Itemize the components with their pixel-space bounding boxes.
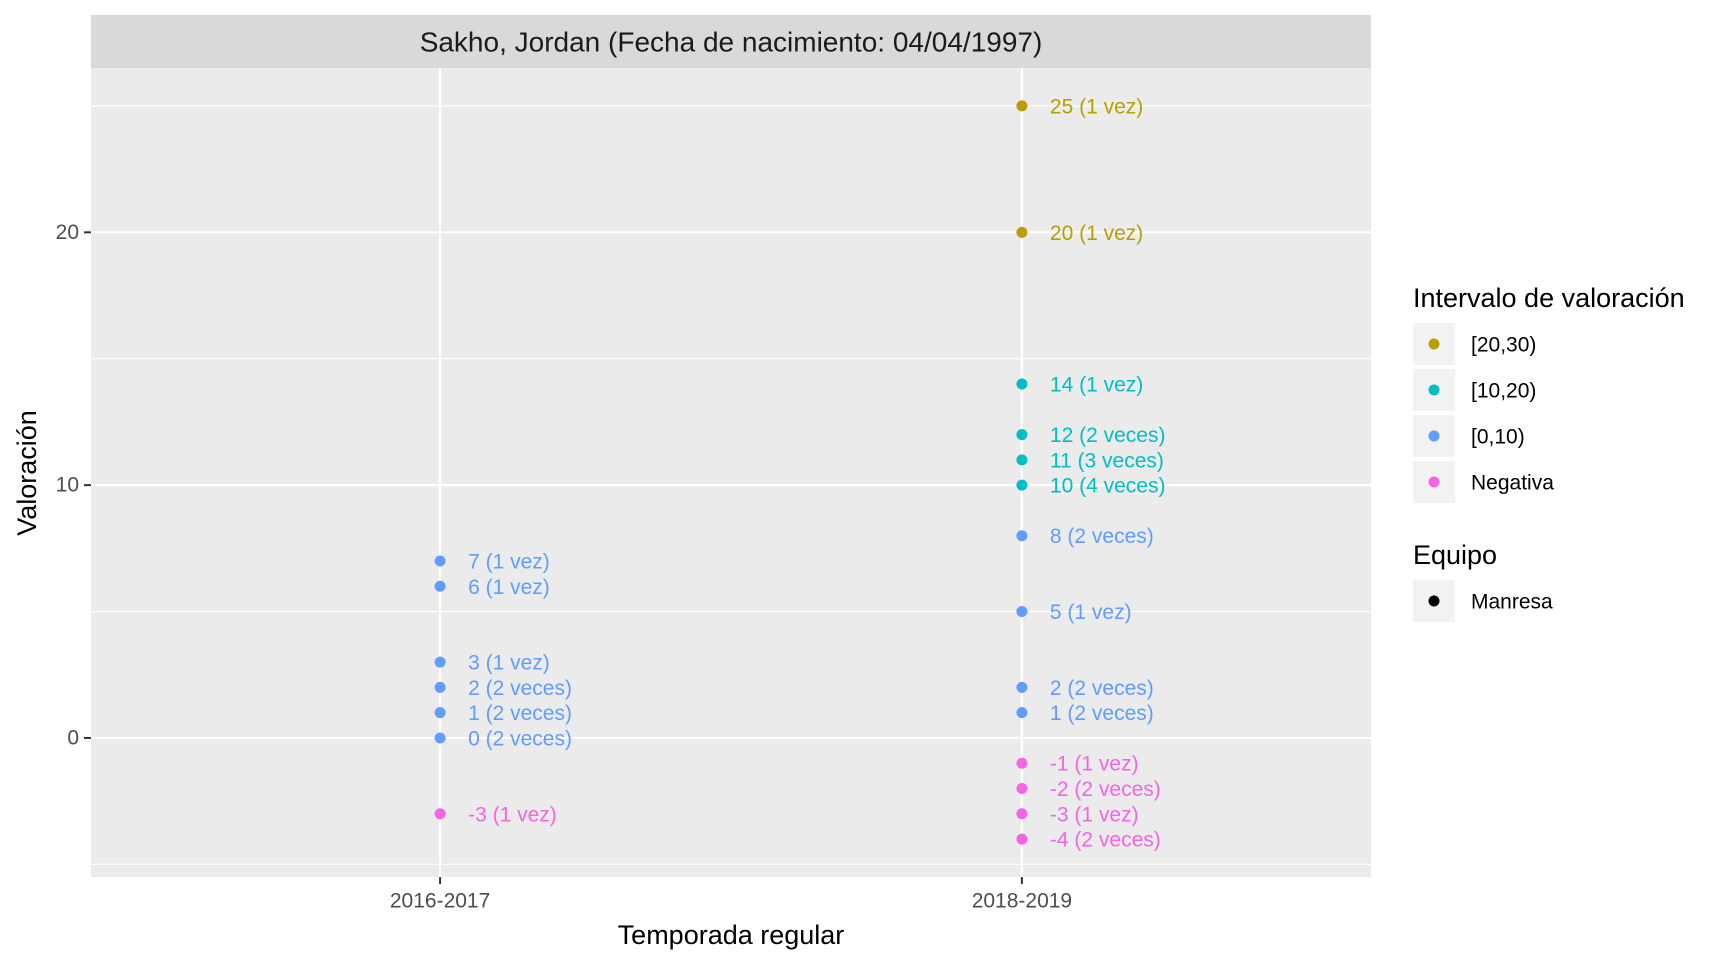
y-axis: 0 10 20: [56, 221, 91, 749]
legend-label: [10,20): [1471, 380, 1536, 403]
data-label: 20 (1 vez): [1050, 222, 1143, 245]
data-label: 5 (1 vez): [1050, 601, 1132, 624]
x-tick-label: 2016-2017: [390, 890, 490, 913]
plot-panel: [91, 68, 1371, 877]
y-tick-label: 20: [56, 221, 79, 244]
legend-label: [0,10): [1471, 426, 1525, 449]
legend-label: Negativa: [1471, 472, 1554, 495]
legend-title: Equipo: [1413, 540, 1497, 570]
data-label: 10 (4 veces): [1050, 475, 1166, 498]
data-point: [1016, 681, 1028, 693]
x-axis-title: Temporada regular: [618, 920, 845, 950]
data-label: 3 (1 vez): [468, 652, 550, 675]
x-axis: 2016-2017 2018-2019: [390, 877, 1072, 913]
data-label: -1 (1 vez): [1050, 753, 1139, 776]
legend-label: Manresa: [1471, 591, 1553, 614]
data-label: -4 (2 veces): [1050, 829, 1161, 852]
data-point: [434, 681, 446, 693]
y-tick-label: 0: [67, 726, 79, 749]
legend-title: Intervalo de valoración: [1413, 283, 1685, 313]
data-point: [1016, 707, 1028, 719]
data-label: 0 (2 veces): [468, 727, 572, 750]
grid-major: [91, 68, 1371, 877]
legend-swatch: [1428, 595, 1440, 607]
legend-swatch: [1428, 384, 1440, 396]
data-label: -3 (1 vez): [1050, 803, 1139, 826]
data-point: [1016, 378, 1028, 390]
data-points: [434, 100, 1028, 845]
data-point: [434, 732, 446, 744]
data-label: -3 (1 vez): [468, 803, 557, 826]
data-point: [434, 555, 446, 567]
data-label: 8 (2 veces): [1050, 525, 1154, 548]
facet-strip: [91, 15, 1371, 68]
data-labels: 7 (1 vez)6 (1 vez)3 (1 vez)2 (2 veces)1 …: [468, 95, 1165, 851]
data-label: 2 (2 veces): [1050, 677, 1154, 700]
data-label: -2 (2 veces): [1050, 778, 1161, 801]
data-point: [1016, 429, 1028, 441]
data-point: [434, 707, 446, 719]
data-point: [1016, 808, 1028, 820]
data-label: 2 (2 veces): [468, 677, 572, 700]
data-point: [1016, 606, 1028, 618]
data-label: 12 (2 veces): [1050, 424, 1166, 447]
data-label: 6 (1 vez): [468, 576, 550, 599]
legend-label: [20,30): [1471, 334, 1536, 357]
y-axis-title: Valoración: [12, 410, 42, 536]
legend-swatch: [1428, 430, 1440, 442]
grid-minor: [91, 105, 1371, 865]
legends: Intervalo de valoración [20,30) [10,20) [0,…: [1413, 283, 1685, 622]
data-point: [434, 808, 446, 820]
data-point: [1016, 454, 1028, 466]
data-point: [1016, 757, 1028, 769]
data-point: [1016, 226, 1028, 238]
legend-swatch: [1428, 338, 1440, 350]
data-label: 25 (1 vez): [1050, 95, 1143, 118]
data-point: [1016, 833, 1028, 845]
chart-title: Sakho, Jordan (Fecha de nacimiento: 04/0…: [420, 27, 1043, 58]
data-label: 14 (1 vez): [1050, 374, 1143, 397]
data-point: [434, 580, 446, 592]
data-point: [1016, 530, 1028, 542]
data-point: [1016, 479, 1028, 491]
data-label: 11 (3 veces): [1050, 449, 1164, 472]
y-tick-label: 10: [56, 474, 79, 497]
legend-swatch: [1428, 476, 1440, 488]
data-point: [1016, 783, 1028, 795]
data-label: 1 (2 veces): [468, 702, 572, 725]
x-tick-label: 2018-2019: [972, 890, 1072, 913]
data-label: 1 (2 veces): [1050, 702, 1154, 725]
data-label: 7 (1 vez): [468, 550, 550, 573]
data-point: [434, 656, 446, 668]
data-point: [1016, 100, 1028, 112]
